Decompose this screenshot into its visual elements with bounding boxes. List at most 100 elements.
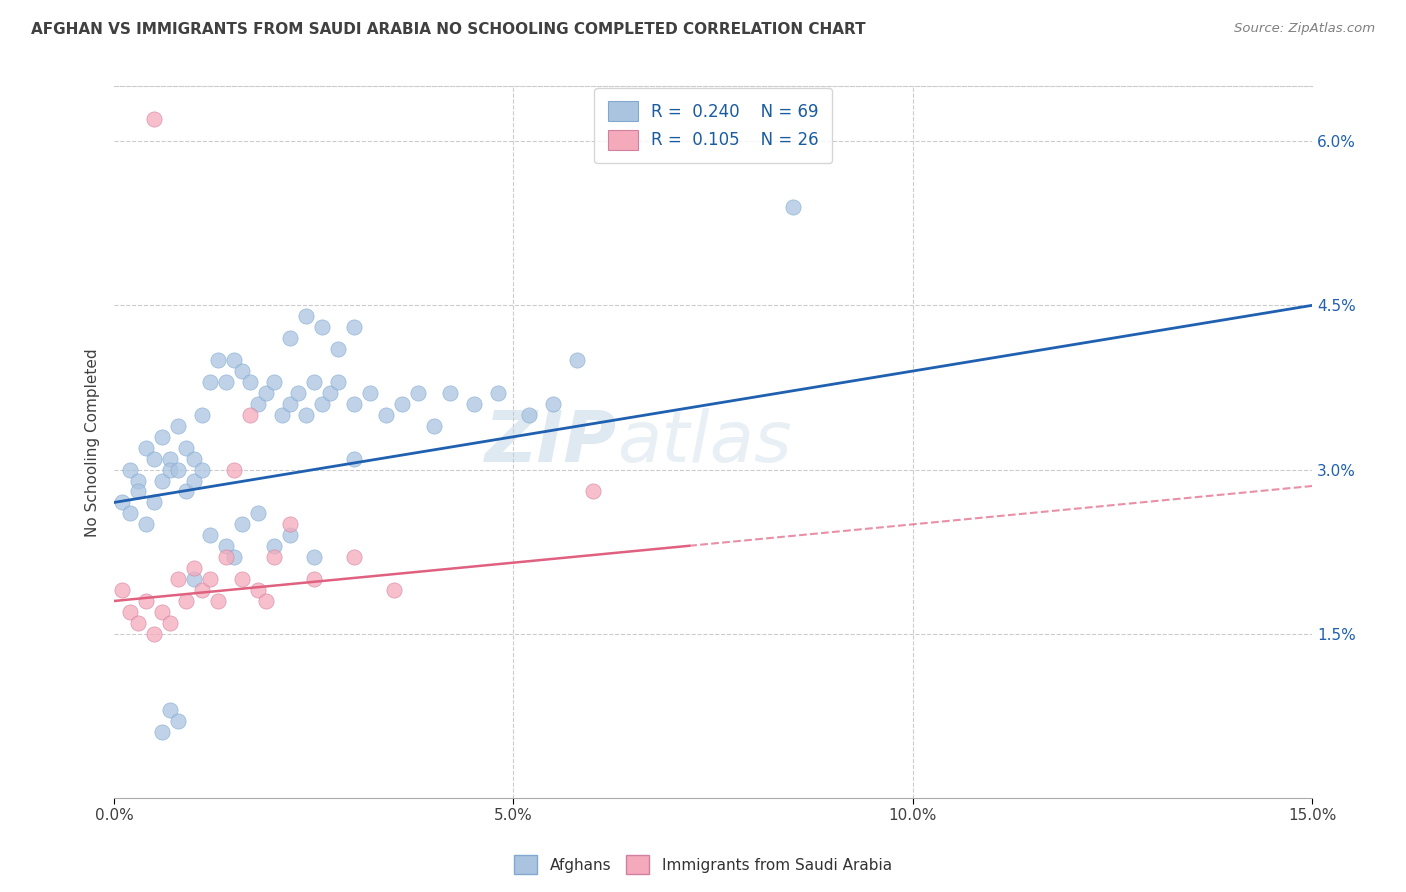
Point <box>167 714 190 729</box>
Point <box>167 462 190 476</box>
Point <box>278 528 301 542</box>
Point <box>231 517 253 532</box>
Point <box>343 451 366 466</box>
Point <box>567 353 589 368</box>
Point <box>463 397 485 411</box>
Point <box>120 507 142 521</box>
Point <box>207 594 229 608</box>
Point <box>343 550 366 565</box>
Point <box>263 375 285 389</box>
Point <box>254 386 277 401</box>
Text: AFGHAN VS IMMIGRANTS FROM SAUDI ARABIA NO SCHOOLING COMPLETED CORRELATION CHART: AFGHAN VS IMMIGRANTS FROM SAUDI ARABIA N… <box>31 22 866 37</box>
Point <box>111 582 134 597</box>
Point <box>174 594 197 608</box>
Point <box>231 572 253 586</box>
Point <box>222 462 245 476</box>
Point <box>246 397 269 411</box>
Point <box>270 408 292 422</box>
Point <box>287 386 309 401</box>
Point <box>311 320 333 334</box>
Point <box>143 451 166 466</box>
Point <box>246 582 269 597</box>
Point <box>278 517 301 532</box>
Point <box>111 495 134 509</box>
Point <box>374 408 396 422</box>
Point <box>183 572 205 586</box>
Point <box>254 594 277 608</box>
Point <box>239 375 262 389</box>
Point <box>295 408 318 422</box>
Point <box>150 430 173 444</box>
Point <box>135 441 157 455</box>
Point <box>150 725 173 739</box>
Point <box>150 605 173 619</box>
Point <box>406 386 429 401</box>
Point <box>198 572 221 586</box>
Point <box>127 474 149 488</box>
Point <box>127 615 149 630</box>
Point <box>439 386 461 401</box>
Point <box>239 408 262 422</box>
Point <box>302 375 325 389</box>
Point <box>215 539 238 553</box>
Point <box>422 418 444 433</box>
Point <box>263 539 285 553</box>
Point <box>120 462 142 476</box>
Point <box>167 572 190 586</box>
Point <box>150 474 173 488</box>
Point <box>222 353 245 368</box>
Point <box>135 594 157 608</box>
Point <box>302 550 325 565</box>
Point <box>215 375 238 389</box>
Point <box>183 474 205 488</box>
Point <box>159 451 181 466</box>
Point <box>191 462 214 476</box>
Point <box>519 408 541 422</box>
Point <box>343 397 366 411</box>
Point <box>215 550 238 565</box>
Point <box>486 386 509 401</box>
Point <box>183 561 205 575</box>
Text: ZIP: ZIP <box>485 408 617 476</box>
Point <box>143 112 166 127</box>
Point <box>143 627 166 641</box>
Point <box>543 397 565 411</box>
Point <box>183 451 205 466</box>
Point <box>198 375 221 389</box>
Point <box>135 517 157 532</box>
Point <box>782 200 804 214</box>
Point <box>382 582 405 597</box>
Point <box>319 386 342 401</box>
Point <box>295 310 318 324</box>
Point <box>174 441 197 455</box>
Point <box>326 342 349 356</box>
Text: atlas: atlas <box>617 408 792 476</box>
Point <box>278 397 301 411</box>
Point <box>127 484 149 499</box>
Point <box>222 550 245 565</box>
Y-axis label: No Schooling Completed: No Schooling Completed <box>86 348 100 536</box>
Point <box>311 397 333 411</box>
Point <box>391 397 413 411</box>
Point <box>246 507 269 521</box>
Point <box>143 495 166 509</box>
Point <box>207 353 229 368</box>
Point <box>359 386 381 401</box>
Point <box>191 408 214 422</box>
Legend: Afghans, Immigrants from Saudi Arabia: Afghans, Immigrants from Saudi Arabia <box>508 849 898 880</box>
Point <box>302 572 325 586</box>
Point <box>191 582 214 597</box>
Point <box>343 320 366 334</box>
Point <box>174 484 197 499</box>
Point <box>159 462 181 476</box>
Point <box>263 550 285 565</box>
Point <box>231 364 253 378</box>
Point <box>198 528 221 542</box>
Point <box>582 484 605 499</box>
Point <box>159 703 181 717</box>
Text: Source: ZipAtlas.com: Source: ZipAtlas.com <box>1234 22 1375 36</box>
Point <box>167 418 190 433</box>
Point <box>159 615 181 630</box>
Point <box>278 331 301 345</box>
Point <box>120 605 142 619</box>
